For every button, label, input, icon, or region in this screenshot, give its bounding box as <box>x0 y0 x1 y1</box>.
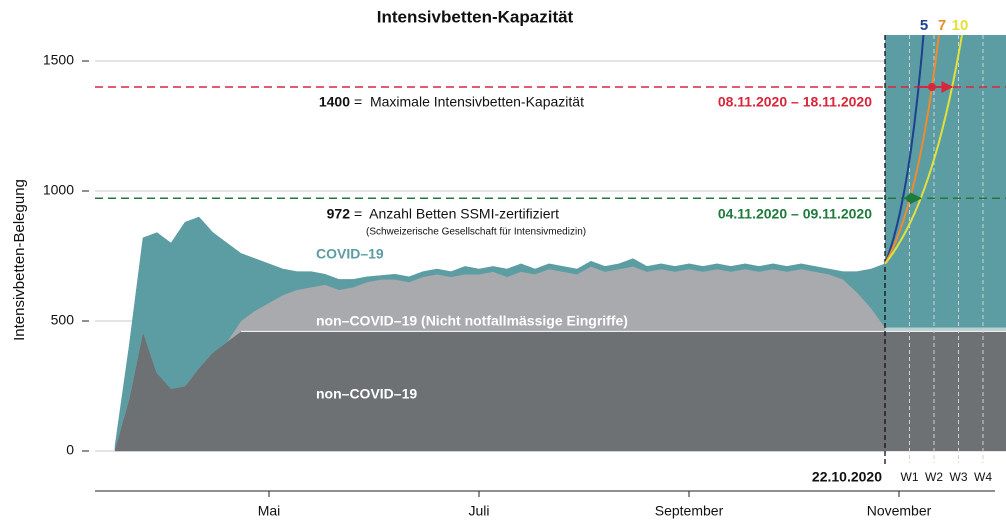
start-label: 22.10.2020 <box>812 469 882 485</box>
x-tick-label: November <box>867 503 932 519</box>
projection-block <box>885 35 1006 328</box>
reference-label: = Maximale Intensivbetten-Kapazität <box>354 94 584 110</box>
reference-period: 08.11.2020 – 18.11.2020 <box>718 94 872 110</box>
crossing-point <box>906 194 915 203</box>
curve-label: 5 <box>920 17 928 34</box>
x-tick-label: Mai <box>258 503 281 519</box>
y-axis-label: Intensivbetten-Belegung <box>11 179 28 341</box>
chart-title: Intensivbetten-Kapazität <box>377 7 574 26</box>
projection-band <box>885 327 1006 332</box>
projection-base <box>885 331 1006 451</box>
curve-label: 10 <box>952 17 969 34</box>
reference-label: = Anzahl Betten SSMI-zertifiziert <box>354 206 559 222</box>
area <box>114 330 886 452</box>
reference-value: 1400 <box>319 94 350 110</box>
week-label: W1 <box>901 470 919 484</box>
x-tick-label: September <box>655 503 724 519</box>
reference-note: (Schweizerische Gesellschaft für Intensi… <box>366 227 586 238</box>
projection-curves <box>884 35 963 265</box>
week-label: W2 <box>925 470 943 484</box>
x-tick-label: Juli <box>468 503 489 519</box>
crossing-point <box>927 83 936 91</box>
series-label: COVID–19 <box>316 246 384 262</box>
projection-curve <box>884 35 940 265</box>
reference-value: 972 <box>327 206 351 222</box>
y-tick-label: 0 <box>66 442 74 458</box>
week-label: W4 <box>974 470 992 484</box>
y-tick-label: 1000 <box>43 182 74 198</box>
week-label: W3 <box>950 470 968 484</box>
series-label: non–COVID–19 <box>316 386 417 402</box>
series-label: non–COVID–19 (Nicht notfallmässige Eingr… <box>316 313 628 329</box>
curve-label: 7 <box>938 17 946 34</box>
projection-curve <box>884 35 963 265</box>
projection-curve <box>884 35 925 265</box>
reference-period: 04.11.2020 – 09.11.2020 <box>718 206 872 222</box>
y-tick-label: 1500 <box>43 52 74 68</box>
y-tick-label: 500 <box>51 312 75 328</box>
